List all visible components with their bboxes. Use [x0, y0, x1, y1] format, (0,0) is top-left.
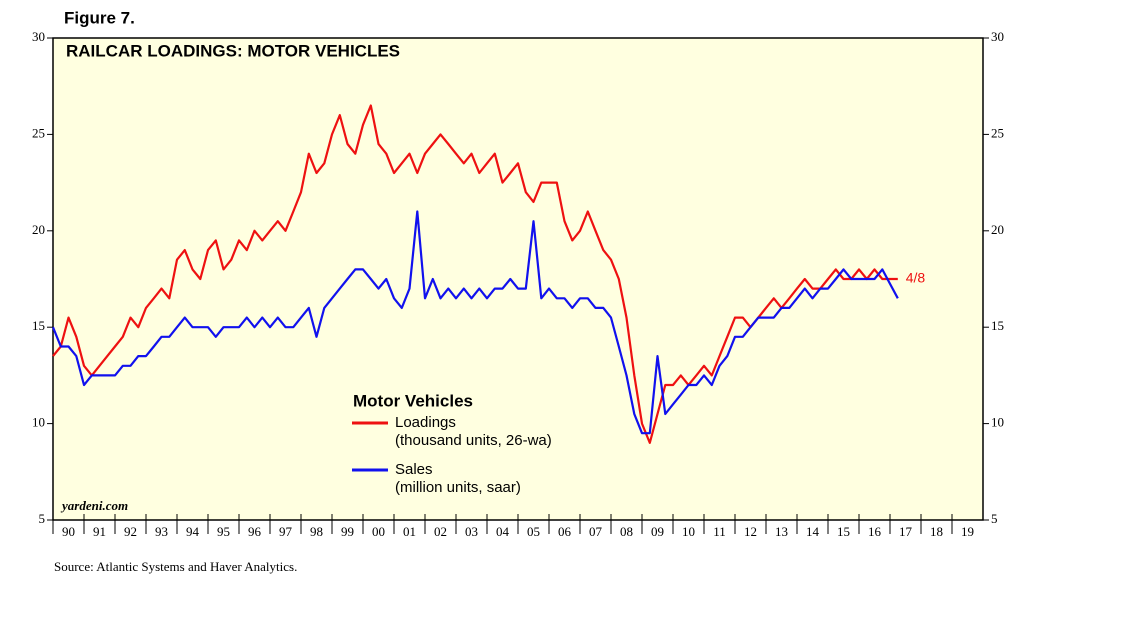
- x-tick-label: 05: [527, 524, 540, 539]
- x-tick-label: 98: [310, 524, 323, 539]
- legend-unit: (thousand units, 26-wa): [395, 432, 552, 449]
- y-tick-label: 10: [32, 415, 45, 430]
- legend-title: Motor Vehicles: [353, 391, 473, 410]
- x-tick-label: 17: [899, 524, 913, 539]
- y2-tick-label: 15: [991, 318, 1004, 333]
- x-tick-label: 92: [124, 524, 137, 539]
- x-tick-label: 97: [279, 524, 293, 539]
- x-tick-label: 08: [620, 524, 633, 539]
- watermark: yardeni.com: [60, 498, 128, 513]
- x-tick-label: 99: [341, 524, 354, 539]
- x-tick-label: 19: [961, 524, 974, 539]
- y2-tick-label: 5: [991, 511, 998, 526]
- x-tick-label: 16: [868, 524, 882, 539]
- x-tick-label: 04: [496, 524, 510, 539]
- x-tick-label: 14: [806, 524, 820, 539]
- x-tick-label: 94: [186, 524, 200, 539]
- y2-tick-label: 20: [991, 222, 1004, 237]
- y-tick-label: 25: [32, 125, 45, 140]
- x-tick-label: 12: [744, 524, 757, 539]
- y-tick-label: 15: [32, 318, 45, 333]
- chart-title: RAILCAR LOADINGS: MOTOR VEHICLES: [66, 41, 400, 60]
- x-tick-label: 90: [62, 524, 75, 539]
- y-tick-label: 30: [32, 29, 45, 44]
- y-tick-label: 5: [39, 511, 46, 526]
- x-tick-label: 18: [930, 524, 943, 539]
- x-tick-label: 00: [372, 524, 385, 539]
- y2-tick-label: 25: [991, 125, 1004, 140]
- x-tick-label: 06: [558, 524, 572, 539]
- x-tick-label: 07: [589, 524, 603, 539]
- x-tick-label: 15: [837, 524, 850, 539]
- x-tick-label: 10: [682, 524, 695, 539]
- legend-unit: (million units, saar): [395, 479, 521, 496]
- x-tick-label: 93: [155, 524, 168, 539]
- x-tick-label: 95: [217, 524, 230, 539]
- y2-tick-label: 10: [991, 415, 1004, 430]
- legend-label: Loadings: [395, 414, 456, 431]
- figure-label: Figure 7.: [64, 8, 135, 27]
- source: Source: Atlantic Systems and Haver Analy…: [54, 559, 297, 574]
- x-tick-label: 91: [93, 524, 106, 539]
- x-tick-label: 96: [248, 524, 262, 539]
- y2-tick-label: 30: [991, 29, 1004, 44]
- x-tick-label: 13: [775, 524, 788, 539]
- legend-label: Sales: [395, 461, 433, 478]
- x-tick-label: 01: [403, 524, 416, 539]
- x-tick-label: 09: [651, 524, 664, 539]
- x-tick-label: 03: [465, 524, 478, 539]
- x-tick-label: 11: [713, 524, 726, 539]
- annotation: 4/8: [906, 270, 926, 286]
- y-tick-label: 20: [32, 222, 45, 237]
- x-tick-label: 02: [434, 524, 447, 539]
- series-line: [51, 210, 899, 435]
